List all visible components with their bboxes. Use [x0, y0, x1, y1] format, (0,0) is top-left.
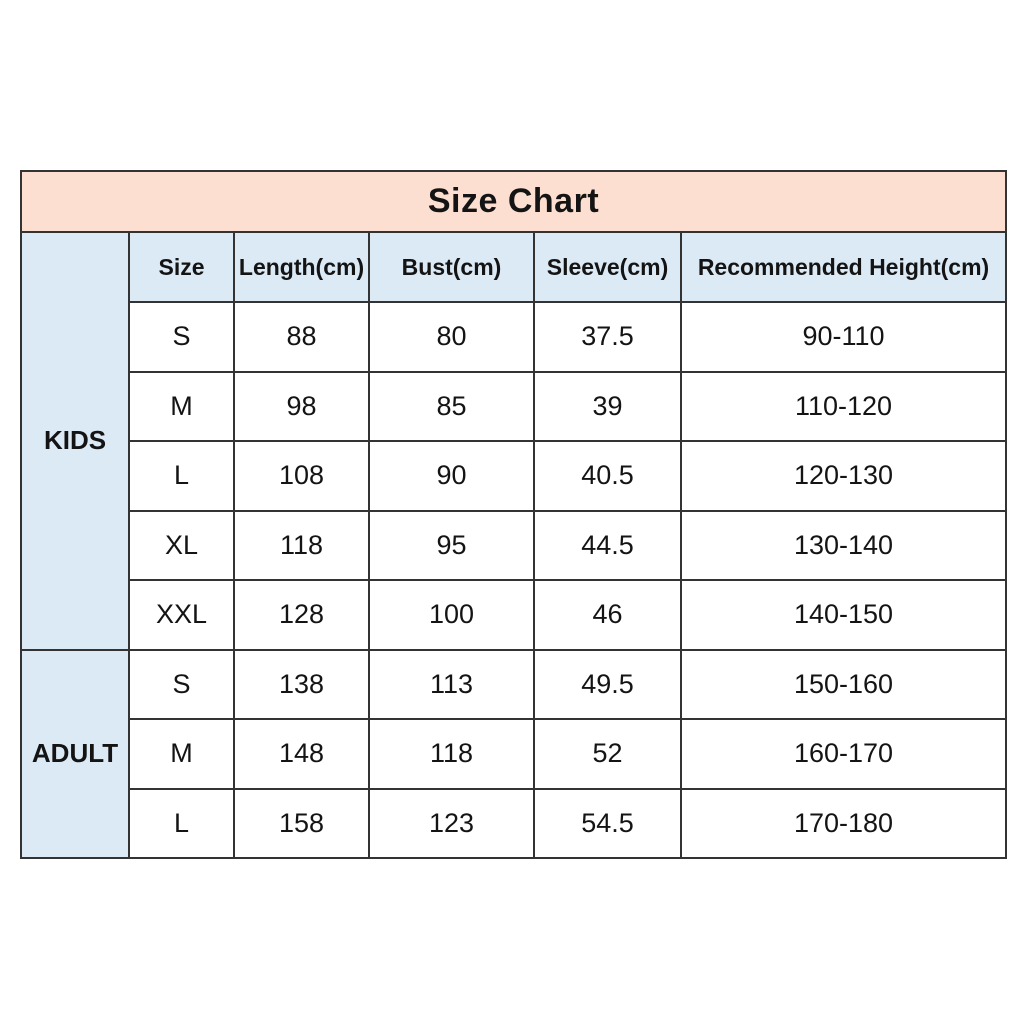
group-label-kids: KIDS	[20, 231, 130, 651]
column-header: Bust(cm)	[368, 231, 535, 303]
data-cell: 140-150	[679, 579, 1008, 651]
table-row: ADULT S 138 113 49.5 150-160	[20, 648, 1008, 859]
data-cell: 128	[233, 579, 370, 651]
data-cell: 120-130	[679, 440, 1008, 512]
data-cell: 158	[233, 787, 370, 859]
size-cell: M	[128, 718, 235, 790]
data-cell: 37.5	[533, 301, 682, 373]
data-cell: 110-120	[679, 370, 1008, 442]
data-cell: 98	[233, 370, 370, 442]
data-cell: 113	[368, 648, 535, 720]
data-cell: 52	[533, 718, 682, 790]
column-header: Recommended Height(cm)	[679, 231, 1008, 303]
table-row: M 98 85 39 110-120	[21, 370, 1008, 442]
column-header-row: KIDS Size Length(cm) Bust(cm) Sleeve(cm) Reco…	[20, 231, 1008, 651]
size-chart-container: Size Chart KIDS Size Length(cm) Bust(cm) Sle…	[19, 170, 1008, 859]
data-cell: 40.5	[533, 440, 682, 512]
size-cell: L	[128, 787, 235, 859]
column-header: Length(cm)	[233, 231, 370, 303]
size-cell: M	[128, 370, 235, 442]
data-cell: 88	[233, 301, 370, 373]
table-row: L 108 90 40.5 120-130	[21, 440, 1008, 512]
size-cell: XXL	[128, 579, 235, 651]
data-cell: 118	[368, 718, 535, 790]
data-cell: 90-110	[679, 301, 1008, 373]
size-cell: S	[128, 648, 235, 720]
size-chart-table: Size Chart KIDS Size Length(cm) Bust(cm) Sle…	[19, 170, 1008, 859]
title-row: Size Chart	[19, 170, 1008, 233]
data-cell: 49.5	[533, 648, 682, 720]
data-cell: 39	[533, 370, 682, 442]
data-cell: 90	[368, 440, 535, 512]
data-cell: 54.5	[533, 787, 682, 859]
data-cell: 118	[233, 509, 370, 581]
data-cell: 85	[368, 370, 535, 442]
data-cell: 170-180	[679, 787, 1008, 859]
size-cell: L	[128, 440, 235, 512]
data-cell: 44.5	[533, 509, 682, 581]
data-cell: 108	[233, 440, 370, 512]
data-cell: 100	[368, 579, 535, 651]
size-cell: XL	[128, 509, 235, 581]
table-row: XL 118 95 44.5 130-140	[21, 509, 1008, 581]
table-row: M 148 118 52 160-170	[21, 718, 1008, 790]
data-cell: 80	[368, 301, 535, 373]
data-cell: 46	[533, 579, 682, 651]
data-cell: 123	[368, 787, 535, 859]
column-header: Sleeve(cm)	[533, 231, 682, 303]
table-row: XXL 128 100 46 140-150	[21, 579, 1008, 651]
size-cell: S	[128, 301, 235, 373]
data-cell: 95	[368, 509, 535, 581]
table-row: S 88 80 37.5 90-110	[21, 301, 1008, 373]
table-row: L 158 123 54.5 170-180	[21, 787, 1008, 859]
data-cell: 138	[233, 648, 370, 720]
data-cell: 130-140	[679, 509, 1008, 581]
group-label-adult: ADULT	[20, 648, 130, 859]
data-cell: 150-160	[679, 648, 1008, 720]
column-header: Size	[128, 231, 235, 303]
data-cell: 148	[233, 718, 370, 790]
chart-title: Size Chart	[19, 170, 1008, 233]
data-cell: 160-170	[679, 718, 1008, 790]
